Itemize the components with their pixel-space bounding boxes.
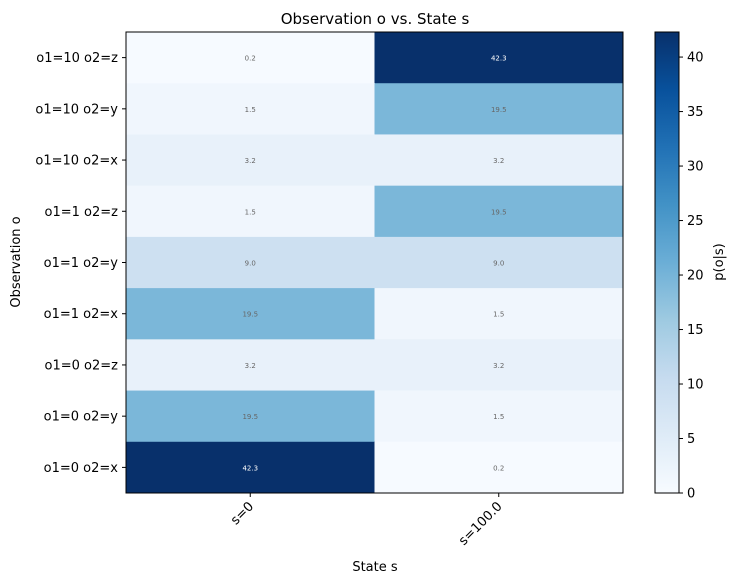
- heatmap-cell: [374, 288, 624, 340]
- cell-value-label: 3.2: [245, 362, 256, 370]
- colorbar-tick-label: 40: [687, 51, 704, 66]
- heatmap-cell: [126, 32, 375, 84]
- colorbar-tick-label: 0: [687, 487, 695, 502]
- x-axis: s=0 s=100.0: [228, 493, 506, 549]
- cell-value-label: 1.5: [245, 208, 256, 216]
- cell-value-label: 19.5: [491, 208, 507, 216]
- x-axis-label: State s: [352, 560, 398, 575]
- cell-value-label: 1.5: [493, 311, 504, 319]
- colorbar-tick-label: 10: [687, 378, 704, 393]
- colorbar-ticks: 0 5 10 15 20 25 30 35 40: [679, 51, 704, 502]
- cell-value-label: 3.2: [493, 362, 504, 370]
- y-tick-label: o1=0 o2=x: [44, 461, 119, 476]
- y-tick-label: o1=1 o2=y: [44, 256, 119, 271]
- y-tick-label: o1=1 o2=x: [44, 307, 119, 322]
- heatmap-cell: [374, 83, 624, 135]
- heatmap-cell: [126, 390, 375, 443]
- y-tick-label: o1=10 o2=y: [35, 102, 118, 117]
- cell-value-label: 42.3: [491, 55, 507, 63]
- heatmap-cell: [374, 390, 624, 443]
- cell-value-label: 0.2: [493, 464, 504, 472]
- colorbar-tick-label: 25: [687, 214, 704, 229]
- cell-value-label: 19.5: [242, 413, 258, 421]
- x-tick-label: s=0: [228, 499, 257, 528]
- y-tick-label: o1=10 o2=x: [35, 154, 118, 169]
- y-axis: o1=10 o2=z o1=10 o2=y o1=10 o2=x o1=1 o2=z o…: [35, 51, 126, 476]
- colorbar-tick-label: 5: [687, 432, 695, 447]
- y-tick-label: o1=10 o2=z: [36, 51, 118, 66]
- heatmap-cell: [126, 185, 375, 238]
- heatmap-cells: [126, 32, 624, 494]
- y-axis-label: Observation o: [9, 216, 24, 307]
- cell-value-label: 19.5: [491, 106, 507, 114]
- cell-value-label: 9.0: [245, 260, 256, 268]
- cell-value-label: 19.5: [242, 311, 258, 319]
- cell-value-label: 9.0: [493, 260, 504, 268]
- heatmap-cell: [374, 134, 624, 187]
- cell-value-label: 3.2: [493, 157, 504, 165]
- heatmap-cell: [374, 236, 624, 289]
- y-tick-label: o1=0 o2=z: [45, 358, 119, 373]
- heatmap-cell: [126, 134, 375, 187]
- colorbar-tick-label: 20: [687, 269, 704, 284]
- colorbar-tick-label: 35: [687, 105, 704, 120]
- colorbar-label: p(o|s): [712, 243, 727, 281]
- heatmap-cell: [374, 339, 624, 392]
- colorbar-tick-label: 30: [687, 160, 704, 175]
- cell-value-label: 1.5: [493, 413, 504, 421]
- heatmap-cell: [374, 185, 624, 238]
- colorbar: [654, 31, 680, 494]
- cell-value-label: 42.3: [242, 464, 258, 472]
- chart-title: Observation o vs. State s: [281, 10, 470, 28]
- heatmap-cell: [374, 32, 624, 84]
- heatmap-cell: [126, 236, 375, 289]
- heatmap-cell: [374, 441, 624, 494]
- heatmap-cell: [126, 441, 375, 494]
- heatmap-cell: [126, 83, 375, 135]
- heatmap-cell-labels: 0.2 42.3 1.5 19.5 3.2 3.2 1.5 19.5 9.0 9.0 19.5 1.5…: [242, 55, 506, 473]
- colorbar-tick-label: 15: [687, 323, 704, 338]
- y-tick-label: o1=0 o2=y: [44, 410, 119, 425]
- heatmap-cell: [126, 288, 375, 340]
- y-tick-label: o1=1 o2=z: [45, 205, 119, 220]
- cell-value-label: 3.2: [245, 157, 256, 165]
- heatmap-cell: [126, 339, 375, 392]
- x-tick-label: s=100.0: [456, 499, 505, 548]
- cell-value-label: 0.2: [245, 55, 256, 63]
- cell-value-label: 1.5: [245, 106, 256, 114]
